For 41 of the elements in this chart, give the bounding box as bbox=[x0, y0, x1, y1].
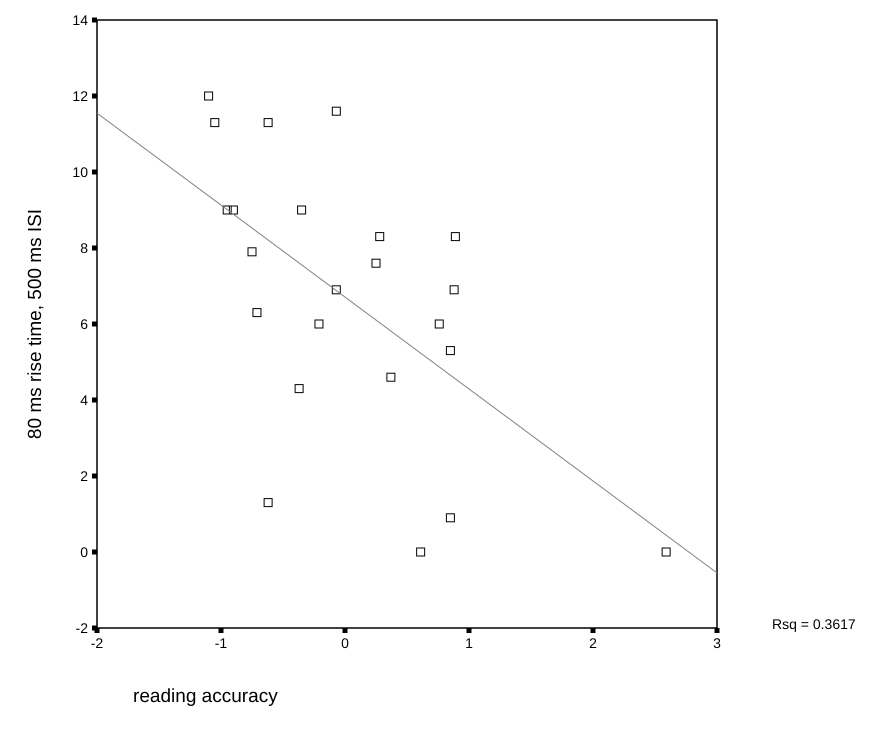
x-tick-label: 0 bbox=[341, 635, 350, 651]
point bbox=[386, 372, 396, 382]
point bbox=[446, 513, 455, 522]
point bbox=[252, 308, 262, 318]
y-tick-label: 12 bbox=[72, 88, 88, 104]
point bbox=[450, 285, 459, 294]
point bbox=[210, 118, 220, 128]
y-tick-label: 2 bbox=[80, 468, 88, 484]
point bbox=[297, 206, 306, 214]
y-tick-label: 4 bbox=[80, 392, 88, 408]
y-axis-title: 80 ms rise time, 500 ms ISI bbox=[25, 208, 46, 440]
y-tick-label: -2 bbox=[76, 620, 88, 636]
point bbox=[248, 247, 256, 256]
point bbox=[662, 548, 671, 556]
point bbox=[332, 106, 341, 116]
x-tick-label: 1 bbox=[465, 635, 474, 651]
y-tick-label: 14 bbox=[72, 12, 88, 28]
point bbox=[294, 384, 304, 394]
point bbox=[375, 232, 384, 242]
point bbox=[228, 206, 238, 214]
point bbox=[416, 548, 426, 556]
point bbox=[222, 206, 232, 214]
x-axis-title: reading accuracy bbox=[133, 686, 278, 707]
point bbox=[446, 346, 455, 356]
x-tick-label: -2 bbox=[90, 635, 104, 651]
point bbox=[332, 285, 341, 294]
y-tick-label: 6 bbox=[80, 316, 88, 332]
point bbox=[204, 92, 214, 100]
y-tick-label: 10 bbox=[72, 164, 88, 180]
y-tick-label: 0 bbox=[80, 544, 88, 560]
point bbox=[314, 320, 324, 328]
text: Rsq = 0.3617 bbox=[772, 616, 856, 632]
x-tick-label: -1 bbox=[214, 635, 228, 651]
x-tick-label: 3 bbox=[713, 635, 722, 651]
y-tick-label: 8 bbox=[80, 240, 88, 256]
x-tick-label: 2 bbox=[589, 635, 598, 651]
point bbox=[450, 232, 460, 242]
point bbox=[372, 258, 380, 268]
point bbox=[434, 320, 444, 328]
point bbox=[264, 498, 273, 508]
point bbox=[264, 118, 273, 128]
